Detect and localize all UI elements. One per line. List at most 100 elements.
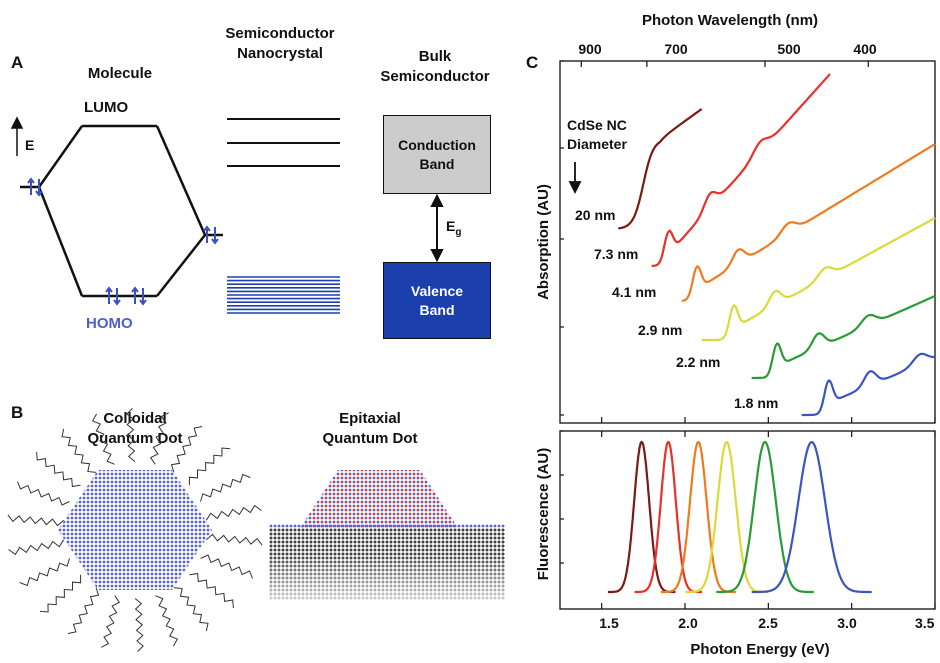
fluorescence-series-5 (751, 440, 872, 594)
legend-title-line2: Diameter (567, 136, 627, 152)
band-gap-subscript: g (455, 226, 462, 238)
electron-pair-homo-2-icon (131, 286, 147, 306)
ligand-chain (36, 451, 81, 488)
series-label-1-8nm: 1.8 nm (734, 395, 779, 411)
energy-tick-3-0: 3.0 (837, 615, 857, 631)
fluorescence-curves (607, 440, 872, 594)
lumo-label: LUMO (84, 99, 129, 116)
ligand-chain (61, 428, 97, 473)
absorption-series-3 (701, 217, 936, 342)
energy-axis-title: Photon Energy (eV) (690, 641, 830, 658)
fluorescence-series-4 (716, 440, 814, 594)
ligand-chain (200, 473, 251, 502)
ligand-chain (170, 426, 203, 473)
band-gap-label: Eg (446, 218, 461, 238)
electron-pair-left-icon (27, 177, 43, 197)
ligand-chain (200, 554, 253, 579)
wavelength-tick-500: 500 (777, 41, 801, 57)
valence-band-label-line1: Valence (410, 282, 464, 299)
series-label-2-2nm: 2.2 nm (676, 354, 721, 370)
wetting-layer (269, 524, 505, 528)
energy-tick-2-5: 2.5 (758, 615, 778, 631)
series-label-4-1nm: 4.1 nm (612, 284, 657, 300)
fluorescence-series-3 (685, 440, 768, 594)
panel-b-letter: B (11, 403, 24, 422)
absorption-series-5 (801, 352, 936, 417)
series-label-7-3nm: 7.3 nm (594, 246, 639, 262)
nanocrystal-heading-line2: Nanocrystal (237, 45, 323, 62)
electron-pair-icons (27, 177, 219, 306)
ligand-chain (205, 504, 262, 521)
absorption-plot-frame (559, 60, 936, 424)
nanocrystal-heading-line1: Semiconductor (225, 25, 335, 42)
axis-ticks (560, 60, 936, 609)
homo-label: HOMO (86, 315, 133, 332)
series-label-20nm: 20 nm (575, 207, 616, 223)
band-gap-arrow (430, 193, 444, 263)
wavelength-tick-700: 700 (664, 41, 688, 57)
series-label-2-9nm: 2.9 nm (638, 322, 683, 338)
ligand-chain (189, 572, 234, 609)
fluorescence-series-0 (607, 440, 676, 594)
legend-down-arrow (568, 162, 582, 195)
ligand-chain (101, 595, 121, 648)
colloidal-heading-line1: Colloidal (103, 410, 167, 427)
molecule-orbital-diagram (20, 124, 223, 298)
valence-band-label-line2: Band (419, 301, 455, 318)
ligand-chain (188, 447, 231, 486)
energy-tick-2-0: 2.0 (678, 615, 698, 631)
fluorescence-series-1 (634, 440, 703, 594)
ligand-chain (205, 533, 263, 546)
bulk-heading-line1: Bulk (418, 48, 452, 65)
valence-band-box: Valence Band (383, 262, 491, 339)
absorption-series-1 (651, 73, 831, 267)
molecule-heading: Molecule (87, 65, 153, 82)
wavelength-tick-900: 900 (578, 41, 602, 57)
absorption-series-0 (618, 108, 703, 230)
ligand-chain (7, 514, 65, 527)
band-gap-symbol: E (446, 218, 456, 234)
energy-tick-1-5: 1.5 (599, 615, 619, 631)
fluorescence-series-2 (660, 440, 736, 594)
energy-axis-label: E (25, 137, 35, 153)
nanocrystal-valence-levels (227, 276, 340, 314)
energy-tick-3-5: 3.5 (915, 615, 935, 631)
colloidal-quantum-dot (7, 408, 263, 652)
electron-pair-right-icon (203, 225, 219, 245)
ligand-chain (19, 558, 70, 587)
colloidal-core (58, 470, 212, 590)
absorption-curves (618, 73, 936, 417)
electron-pair-homo-1-icon (105, 286, 121, 306)
colloidal-heading-line2: Quantum Dot (87, 430, 183, 447)
absorption-series-2 (681, 143, 936, 302)
hexagon-edge-lower-right (156, 234, 206, 297)
wavelength-axis-label: Photon Wavelength (nm) (641, 12, 819, 29)
panel-c-letter: C (526, 53, 539, 72)
epitaxial-heading-line1: Epitaxial (339, 410, 401, 427)
bulk-heading-line2: Semiconductor (380, 68, 490, 85)
ligand-chains (7, 408, 263, 652)
hexagon-edge-upper-right (155, 125, 207, 236)
energy-up-arrow (10, 116, 24, 156)
legend-title-line1: CdSe NC (567, 117, 627, 133)
conduction-band-label-line2: Band (419, 155, 455, 172)
conduction-band-label-line1: Conduction (398, 136, 476, 153)
absorption-series-4 (751, 294, 936, 380)
ligand-chain (91, 413, 115, 465)
ligand-chain (149, 412, 169, 465)
hexagon-edge-lower-left (37, 186, 84, 297)
ligand-chain (173, 587, 209, 632)
ligand-chain (39, 574, 82, 613)
nanocrystal-conduction-levels (227, 118, 340, 167)
epitaxial-dot (300, 470, 458, 528)
ligand-chain (155, 595, 179, 647)
ligand-chain (126, 408, 136, 462)
ligand-chain (67, 587, 100, 634)
fluorescence-plot-frame (559, 430, 936, 610)
conduction-band-box: Conduction Band (383, 115, 491, 194)
epitaxial-substrate (269, 528, 505, 600)
wavelength-tick-400: 400 (853, 41, 877, 57)
epitaxial-quantum-dot (269, 470, 505, 600)
epitaxial-heading-line2: Quantum Dot (322, 430, 418, 447)
